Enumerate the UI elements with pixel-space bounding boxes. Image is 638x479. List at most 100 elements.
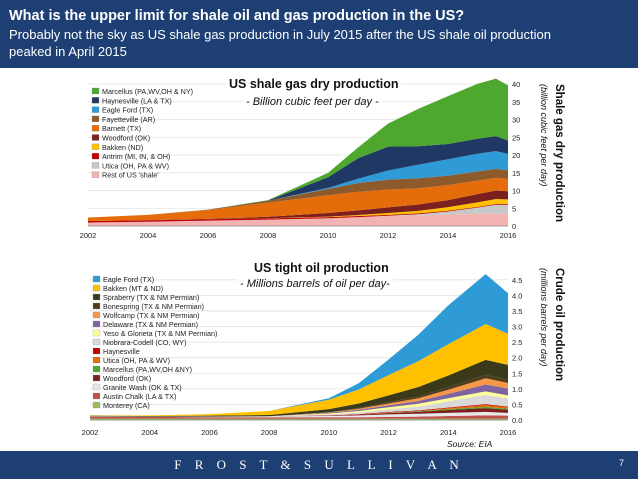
oil-legend-label: Spraberry (TX & NM Permian) <box>103 293 199 302</box>
oil-area-wolfcamp-tx-nm-permian <box>90 378 508 417</box>
gas-area-woodford-ok <box>88 190 508 222</box>
oil-legend-label: Niobrara-Codell (CO, WY) <box>103 338 186 347</box>
gas-legend-label: Woodford (OK) <box>102 134 150 143</box>
footer-banner: F R O S T & S U L L I V A N 7 <box>0 451 638 479</box>
gas-area-barnett-tx <box>88 177 508 222</box>
gas-y-tick-label: 5 <box>512 204 516 213</box>
oil-legend-swatch <box>92 365 101 373</box>
oil-legend-swatch <box>92 347 101 355</box>
gas-legend-swatch <box>91 143 100 150</box>
gas-legend-swatch <box>91 152 100 160</box>
oil-legend-label: Granite Wash (OK & TX) <box>103 383 182 392</box>
oil-area-utica-oh-pa-wv <box>90 405 508 417</box>
oil-legend-label: Marcellus (PA,WV,OH &NY) <box>103 365 192 374</box>
gas-legend-swatch <box>91 115 100 123</box>
gas-legend-swatch <box>91 162 100 169</box>
gas-area-marcellus-pa-wv-oh-ny <box>88 78 508 218</box>
oil-area-eagle-ford-tx <box>90 274 508 416</box>
gas-legend-swatch <box>91 106 100 113</box>
oil-y-tick-label: 2.0 <box>512 354 522 363</box>
gas-legend-label: Eagle Ford (TX) <box>102 106 153 115</box>
oil-area-yeso-glorieta-tx-nm-permian <box>90 391 508 417</box>
oil-x-tick-label: 2008 <box>261 428 278 437</box>
gas-area-eagle-ford-tx <box>88 151 508 218</box>
slide-title: What is the upper limit for shale oil an… <box>9 8 465 24</box>
oil-legend-label: Woodford (OK) <box>103 374 151 383</box>
gas-y-tick-label: 40 <box>512 80 520 89</box>
gas-legend-label: Fayetteville (AR) <box>102 115 155 124</box>
oil-x-tick-label: 2016 <box>500 428 517 437</box>
oil-y-axis-subtitle: (millions barrels per day) <box>539 268 549 367</box>
oil-legend-swatch <box>92 338 101 346</box>
gas-legend-label: Utica (OH, PA & WV) <box>102 161 169 170</box>
oil-y-tick-label: 0.5 <box>512 400 522 409</box>
gas-legend-label: Bakken (ND) <box>102 143 143 152</box>
oil-legend-label: Bonespring (TX & NM Permian) <box>103 302 204 311</box>
gas-legend-label: Antrim (MI, IN, & OH) <box>102 152 170 161</box>
oil-legend-label: Utica (OH, PA & WV) <box>103 356 170 365</box>
gas-chart-unit: - Billion cubic feet per day - <box>243 96 382 108</box>
gas-x-tick-label: 2004 <box>140 231 157 240</box>
gas-area-antrim-mi-in-oh <box>88 203 508 223</box>
gas-y-tick-label: 25 <box>512 133 520 142</box>
oil-chart-title: US tight oil production <box>251 261 392 275</box>
oil-area-austin-chalk-la-tx <box>90 415 508 419</box>
gas-y-axis-subtitle: (billion cubic feet per day) <box>539 84 549 187</box>
gas-area-fayetteville-ar <box>88 168 508 218</box>
oil-y-tick-label: 3.0 <box>512 323 522 332</box>
page-number: 7 <box>618 458 624 468</box>
oil-legend-label: Bakken (MT & ND) <box>103 284 163 293</box>
gas-x-tick-label: 2012 <box>380 231 397 240</box>
oil-x-tick-label: 2014 <box>440 428 457 437</box>
oil-legend-swatch <box>92 374 101 382</box>
oil-legend-label: Austin Chalk (LA & TX) <box>103 392 176 401</box>
gas-chart-title: US shale gas dry production <box>226 77 402 91</box>
oil-y-tick-label: 1.0 <box>512 385 522 394</box>
oil-area-bonespring-tx-nm-permian <box>90 374 508 417</box>
slide-subtitle: Probably not the sky as US shale gas pro… <box>9 27 551 59</box>
oil-legend-label: Haynesville <box>103 347 140 356</box>
oil-legend-swatch <box>92 401 101 409</box>
oil-area-woodford-ok <box>90 408 508 417</box>
gas-legend-swatch <box>91 171 100 178</box>
brand-logo-text: F R O S T & S U L L I V A N <box>174 457 464 472</box>
gas-x-tick-label: 2006 <box>200 231 217 240</box>
gas-x-tick-label: 2002 <box>80 231 97 240</box>
gas-y-tick-label: 20 <box>512 151 520 160</box>
gas-legend-swatch <box>91 134 100 141</box>
oil-y-tick-label: 0.0 <box>512 416 522 425</box>
gas-legend-swatch <box>91 97 100 104</box>
oil-area-granite-wash-ok-tx <box>90 411 508 418</box>
oil-legend-swatch <box>92 392 101 400</box>
oil-legend-label: Monterey (CA) <box>103 401 150 410</box>
oil-legend-swatch <box>92 383 101 391</box>
oil-legend-swatch <box>92 284 101 292</box>
oil-x-tick-label: 2002 <box>82 428 99 437</box>
oil-chart-unit: - Millions barrels of oil per day- <box>237 278 393 290</box>
oil-legend-label: Yeso & Glorieta (TX & NM Permian) <box>103 329 217 338</box>
oil-y-tick-label: 2.5 <box>512 338 522 347</box>
gas-y-tick-label: 10 <box>512 187 520 196</box>
source-note: Source: EIA <box>447 439 493 449</box>
gas-legend-label: Haynesville (LA & TX) <box>102 96 172 105</box>
oil-legend-swatch <box>92 320 101 328</box>
oil-y-axis-title: Crude oil production <box>553 268 565 382</box>
oil-legend-label: Wolfcamp (TX & NM Permian) <box>103 311 200 320</box>
oil-y-tick-label: 1.5 <box>512 369 522 378</box>
gas-y-tick-label: 30 <box>512 116 520 125</box>
oil-x-tick-label: 2006 <box>201 428 218 437</box>
oil-legend-swatch <box>92 275 101 283</box>
oil-area-niobrara-codell-co-wy <box>90 394 508 417</box>
oil-area-delaware-tx-nm-permian <box>90 384 508 417</box>
oil-legend-swatch <box>92 302 101 310</box>
oil-y-tick-label: 4.0 <box>512 291 522 300</box>
gas-y-tick-label: 0 <box>512 222 516 231</box>
oil-legend-swatch <box>92 311 101 319</box>
gas-legend-swatch <box>91 125 100 132</box>
gas-y-axis-title: Shale gas dry production <box>553 84 565 223</box>
oil-legend-swatch <box>92 293 101 301</box>
gas-x-tick-label: 2014 <box>440 231 457 240</box>
gas-x-tick-label: 2010 <box>320 231 337 240</box>
oil-x-tick-label: 2012 <box>380 428 397 437</box>
